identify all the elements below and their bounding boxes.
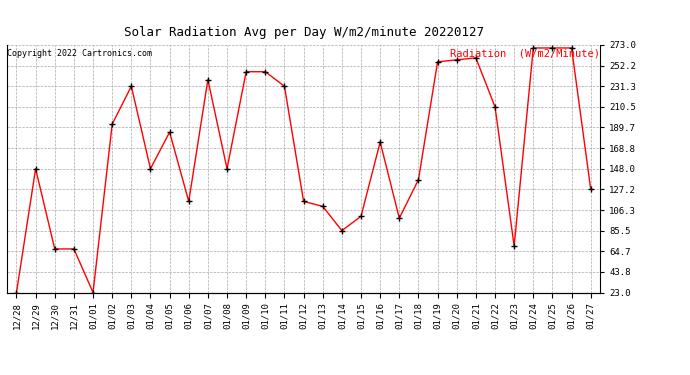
Text: Radiation  (W/m2/Minute): Radiation (W/m2/Minute) bbox=[451, 49, 600, 59]
Text: Solar Radiation Avg per Day W/m2/minute 20220127: Solar Radiation Avg per Day W/m2/minute … bbox=[124, 26, 484, 39]
Text: Copyright 2022 Cartronics.com: Copyright 2022 Cartronics.com bbox=[7, 49, 152, 58]
